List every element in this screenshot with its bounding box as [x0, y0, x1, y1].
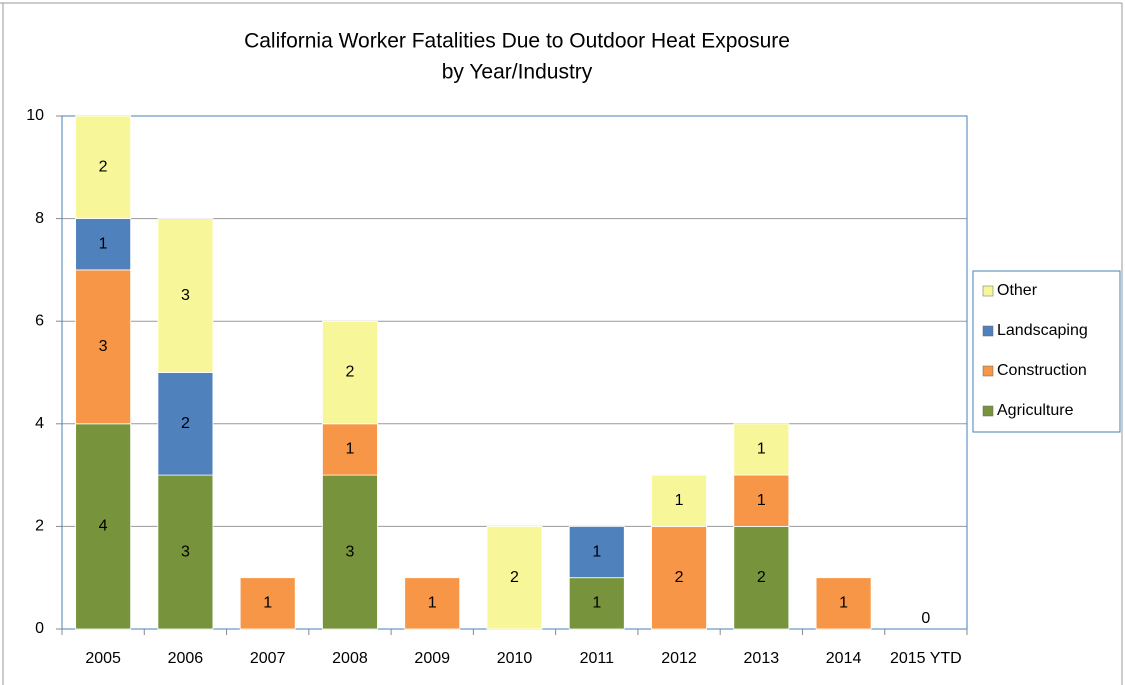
- data-label: 1: [99, 235, 108, 252]
- bar-segment: [157, 372, 214, 476]
- bar-segment: [404, 577, 461, 630]
- x-tick-label: 2012: [661, 650, 697, 667]
- data-label: 4: [99, 518, 108, 535]
- data-label: 1: [592, 595, 601, 612]
- bar-segment: [322, 320, 378, 425]
- legend-box: [972, 270, 1121, 433]
- bar-segment: [486, 526, 543, 630]
- bar-segment: [733, 526, 790, 630]
- legend-swatch: [982, 405, 994, 417]
- x-tick-label: 2011: [580, 650, 615, 667]
- legend-label: Landscaping: [997, 322, 1088, 339]
- bar-segment: [733, 423, 790, 476]
- x-tick-label: 2006: [168, 650, 204, 667]
- y-tick-label: 10: [26, 107, 44, 124]
- data-label: 2: [510, 569, 519, 586]
- bar-segment: [568, 577, 625, 630]
- x-tick-label: 2010: [497, 650, 533, 667]
- data-label: 3: [99, 338, 108, 355]
- legend-swatch: [982, 285, 994, 297]
- bar-segment: [75, 115, 132, 219]
- legend-swatch: [982, 365, 994, 377]
- data-label: 1: [346, 441, 355, 458]
- bar-segment: [75, 218, 132, 271]
- legend-label: Other: [997, 282, 1038, 299]
- data-label: 1: [757, 492, 766, 509]
- bar-segment: [733, 474, 790, 527]
- x-tick-label: 2013: [744, 650, 780, 667]
- data-label: 1: [675, 492, 684, 509]
- data-label: 2: [346, 364, 355, 381]
- data-label: 1: [263, 595, 272, 612]
- data-label: 2: [181, 415, 190, 432]
- bar-segment: [157, 474, 214, 630]
- bar-segment: [239, 577, 296, 630]
- data-label: 1: [428, 595, 437, 612]
- x-tick-label: 2005: [85, 650, 121, 667]
- data-label: 2: [99, 159, 108, 176]
- y-tick-label: 2: [35, 518, 44, 535]
- legend-swatch: [982, 325, 994, 337]
- data-label: 3: [346, 543, 355, 560]
- data-label: 1: [757, 441, 766, 458]
- x-tick-label: 2007: [250, 650, 286, 667]
- y-tick-label: 6: [35, 312, 44, 329]
- y-tick-label: 8: [35, 210, 44, 227]
- bar-segment: [322, 423, 378, 476]
- legend-label: Agriculture: [997, 402, 1074, 419]
- bar-segment: [651, 526, 707, 630]
- bar-segment: [568, 526, 625, 579]
- data-label: 3: [181, 543, 190, 560]
- x-tick-label: 2014: [826, 650, 862, 667]
- x-tick-label: 2015 YTD: [890, 650, 962, 667]
- y-tick-label: 4: [35, 415, 44, 432]
- bar-segment: [157, 218, 214, 373]
- data-label: 2: [757, 569, 766, 586]
- data-label: 3: [181, 287, 190, 304]
- x-tick-label: 2008: [332, 650, 368, 667]
- legend-label: Construction: [997, 362, 1087, 379]
- y-tick-label: 0: [35, 620, 44, 637]
- bar-segment: [75, 269, 132, 425]
- chart-subtitle: by Year/Industry: [442, 61, 593, 84]
- bar-segment: [651, 474, 707, 527]
- data-label: 0: [921, 610, 930, 627]
- data-label: 1: [839, 595, 848, 612]
- data-label: 2: [675, 569, 684, 586]
- chart-title: California Worker Fatalities Due to Outd…: [244, 30, 790, 53]
- x-tick-label: 2009: [414, 650, 450, 667]
- bar-segment: [815, 577, 872, 630]
- data-label: 1: [592, 543, 601, 560]
